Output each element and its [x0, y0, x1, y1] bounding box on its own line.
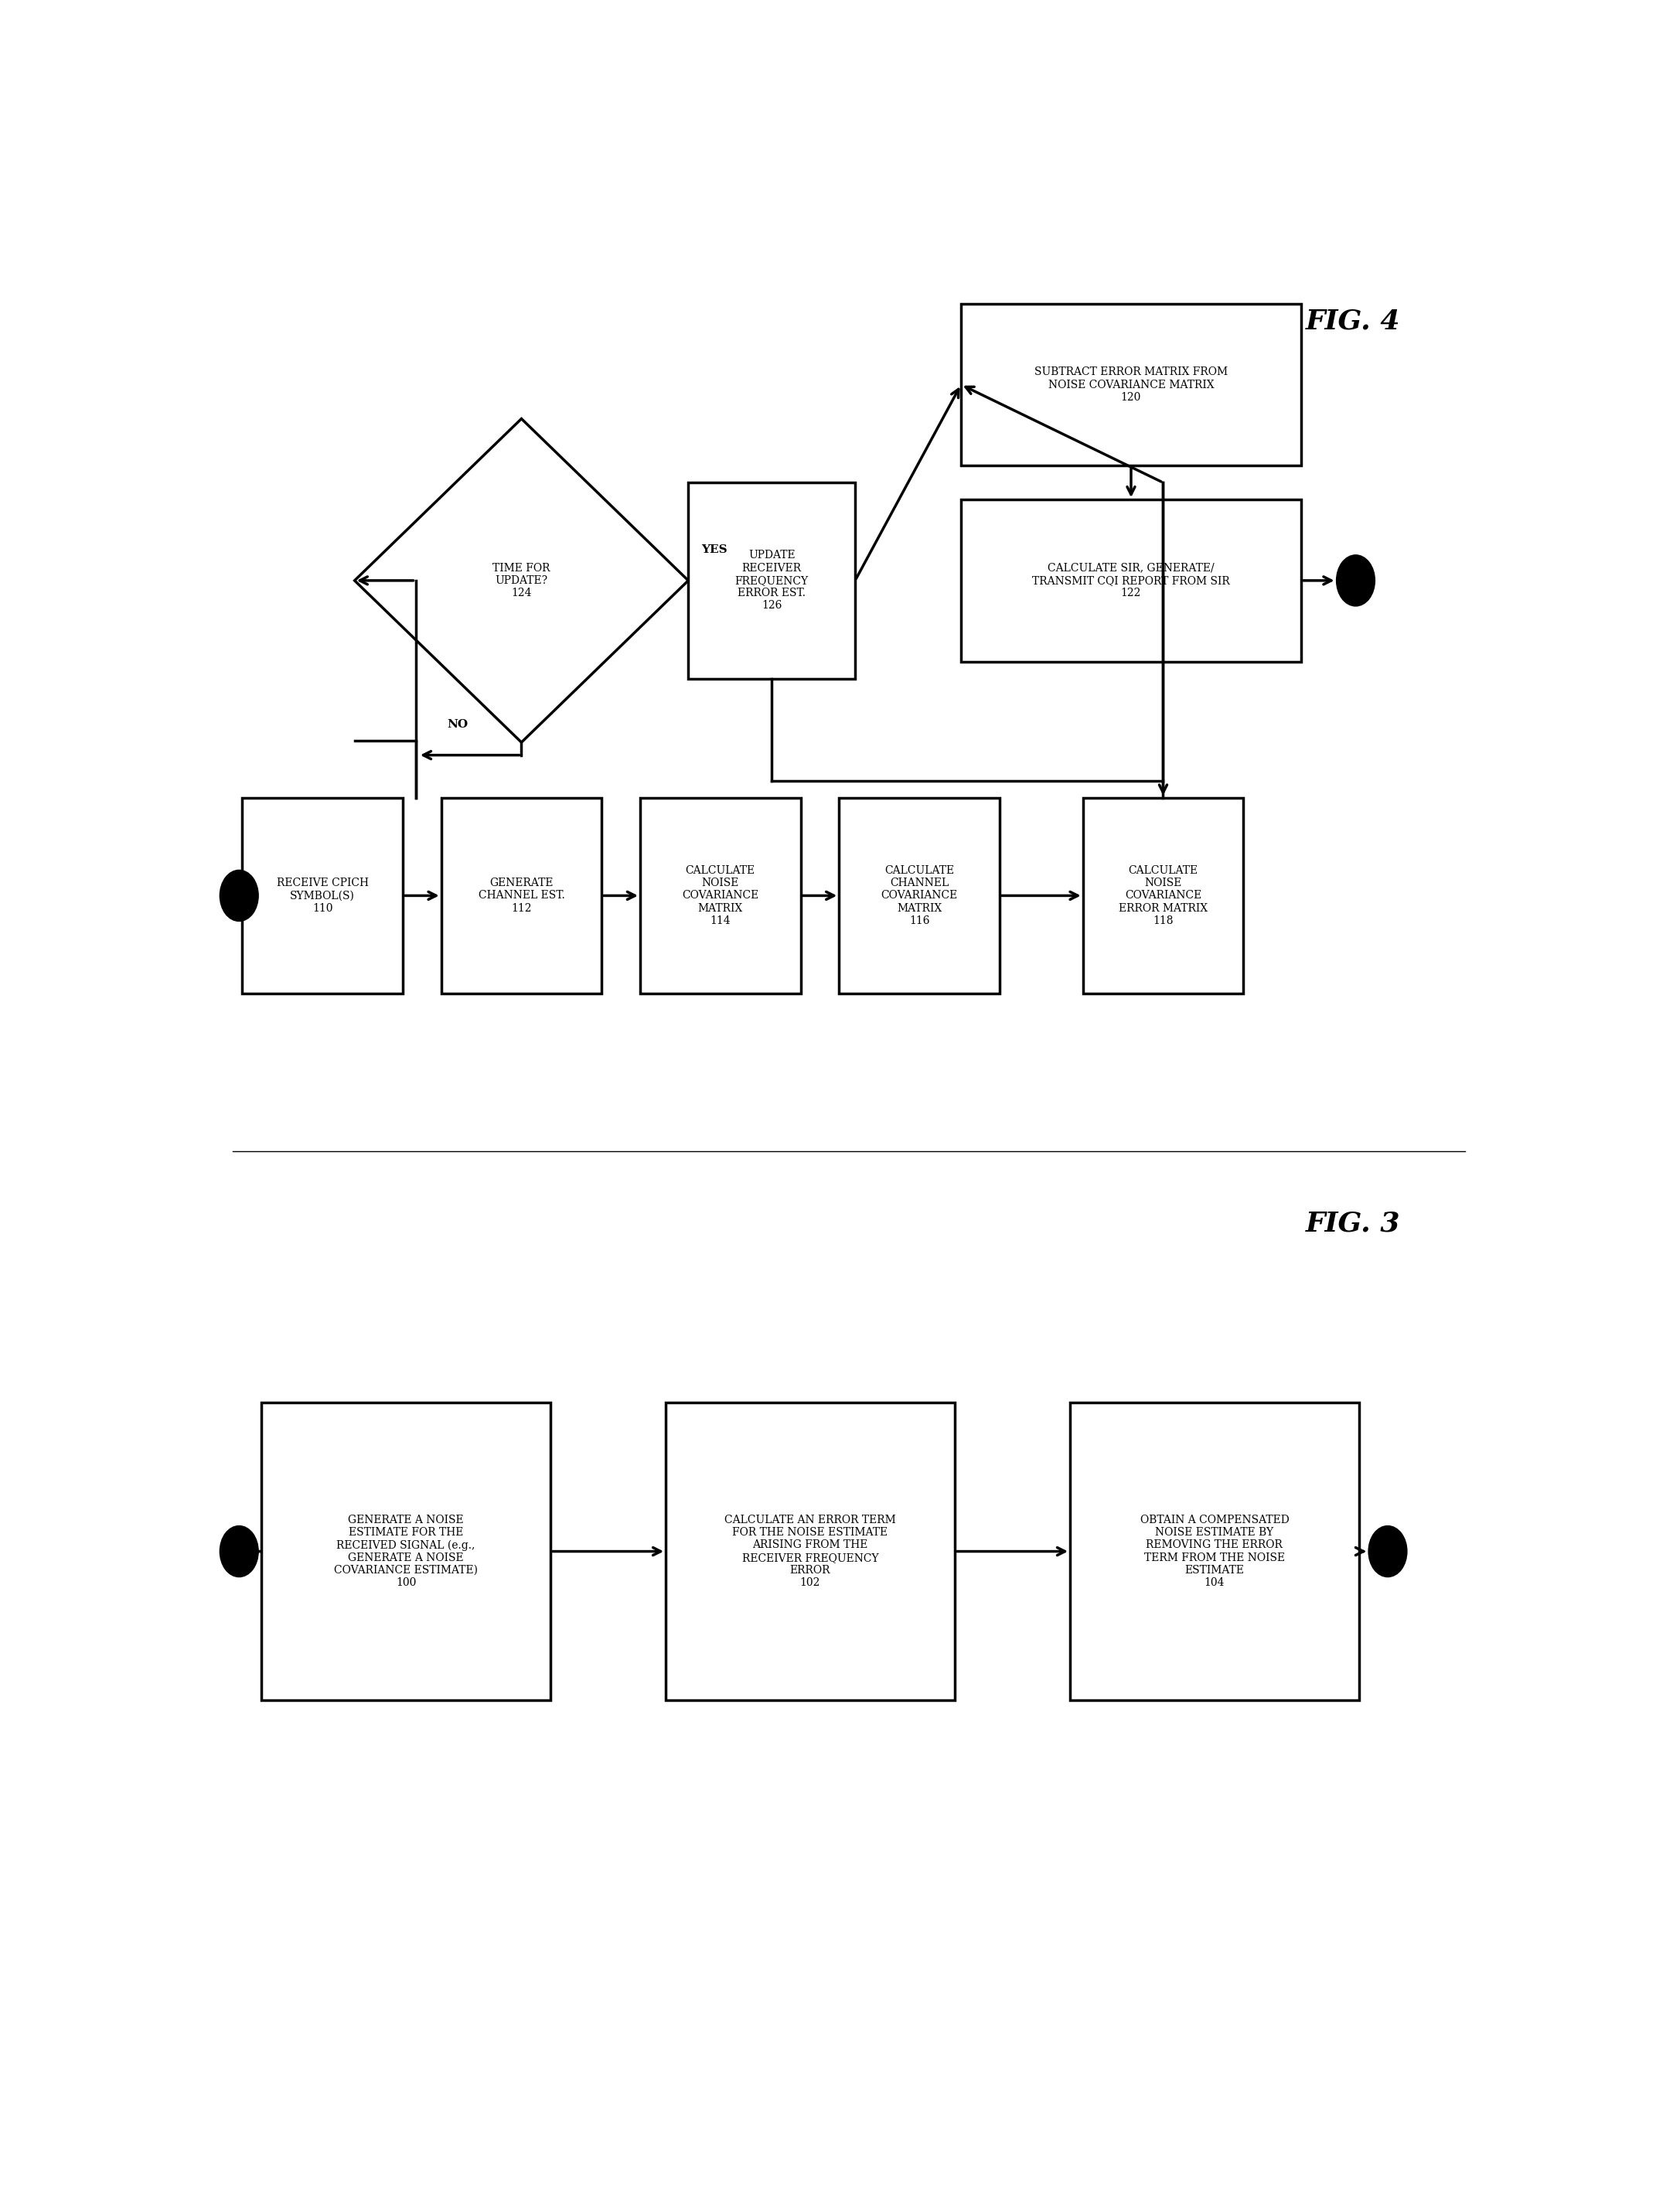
Text: RECEIVE CPICH
SYMBOL(S)
110: RECEIVE CPICH SYMBOL(S) 110 [277, 878, 369, 914]
FancyBboxPatch shape [960, 303, 1302, 465]
Text: GENERATE A NOISE
ESTIMATE FOR THE
RECEIVED SIGNAL (e.g.,
GENERATE A NOISE
COVARI: GENERATE A NOISE ESTIMATE FOR THE RECEIV… [335, 1515, 479, 1588]
FancyBboxPatch shape [641, 799, 800, 993]
FancyBboxPatch shape [440, 799, 601, 993]
Text: NO: NO [447, 719, 467, 730]
Text: FIG. 3: FIG. 3 [1307, 1210, 1401, 1237]
FancyBboxPatch shape [1083, 799, 1244, 993]
Text: YES: YES [700, 544, 727, 555]
Text: TIME FOR
UPDATE?
124: TIME FOR UPDATE? 124 [492, 562, 550, 599]
FancyBboxPatch shape [1070, 1402, 1360, 1701]
Circle shape [1336, 555, 1374, 606]
Text: CALCULATE
NOISE
COVARIANCE
ERROR MATRIX
118: CALCULATE NOISE COVARIANCE ERROR MATRIX … [1119, 865, 1207, 927]
Text: CALCULATE
CHANNEL
COVARIANCE
MATRIX
116: CALCULATE CHANNEL COVARIANCE MATRIX 116 [881, 865, 957, 927]
Text: UPDATE
RECEIVER
FREQUENCY
ERROR EST.
126: UPDATE RECEIVER FREQUENCY ERROR EST. 126 [735, 551, 808, 611]
FancyBboxPatch shape [242, 799, 402, 993]
FancyBboxPatch shape [840, 799, 1000, 993]
Text: CALCULATE AN ERROR TERM
FOR THE NOISE ESTIMATE
ARISING FROM THE
RECEIVER FREQUEN: CALCULATE AN ERROR TERM FOR THE NOISE ES… [724, 1515, 896, 1588]
FancyBboxPatch shape [960, 500, 1302, 661]
Text: OBTAIN A COMPENSATED
NOISE ESTIMATE BY
REMOVING THE ERROR
TERM FROM THE NOISE
ES: OBTAIN A COMPENSATED NOISE ESTIMATE BY R… [1139, 1515, 1288, 1588]
Circle shape [220, 869, 258, 920]
Text: GENERATE
CHANNEL EST.
112: GENERATE CHANNEL EST. 112 [479, 878, 565, 914]
FancyBboxPatch shape [666, 1402, 954, 1701]
Polygon shape [354, 418, 689, 743]
FancyBboxPatch shape [689, 482, 854, 679]
FancyBboxPatch shape [262, 1402, 550, 1701]
Circle shape [1368, 1526, 1408, 1577]
Text: CALCULATE SIR, GENERATE/
TRANSMIT CQI REPORT FROM SIR
122: CALCULATE SIR, GENERATE/ TRANSMIT CQI RE… [1032, 562, 1230, 599]
Text: SUBTRACT ERROR MATRIX FROM
NOISE COVARIANCE MATRIX
120: SUBTRACT ERROR MATRIX FROM NOISE COVARIA… [1035, 367, 1227, 403]
Circle shape [220, 1526, 258, 1577]
Text: CALCULATE
NOISE
COVARIANCE
MATRIX
114: CALCULATE NOISE COVARIANCE MATRIX 114 [682, 865, 758, 927]
Text: FIG. 4: FIG. 4 [1307, 307, 1401, 334]
